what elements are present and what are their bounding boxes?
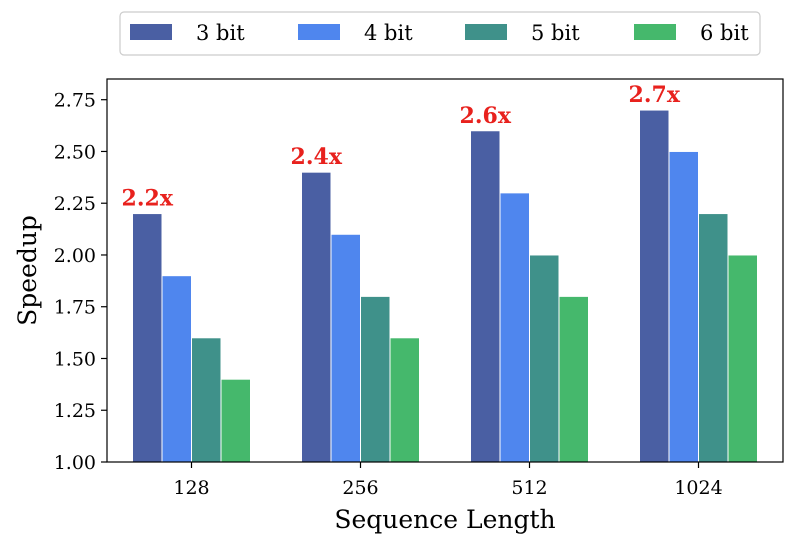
- y-tick-label: 2.75: [54, 90, 96, 112]
- speedup-annotation: 2.6x: [460, 103, 512, 129]
- bar-5-bit-256: [360, 295, 391, 463]
- bar-3-bit-512: [470, 130, 501, 463]
- legend-swatch: [634, 24, 676, 40]
- bar-3-bit-256: [301, 171, 332, 463]
- y-tick-label: 1.25: [54, 400, 96, 422]
- x-axis: 128 256 512 1024: [173, 462, 723, 499]
- speedup-annotation: 2.4x: [291, 144, 343, 170]
- legend-label: 6 bit: [700, 21, 749, 45]
- bar-6-bit-256: [389, 337, 420, 463]
- bar-4-bit-256: [330, 233, 361, 463]
- legend-swatch: [130, 24, 172, 40]
- speedup-annotation: 2.2x: [122, 186, 174, 212]
- bar-4-bit-1024: [668, 150, 699, 463]
- legend-label: 4 bit: [364, 21, 413, 45]
- bar-6-bit-128: [220, 378, 251, 463]
- y-tick-label: 2.50: [54, 141, 96, 163]
- x-tick-label: 512: [511, 477, 547, 499]
- legend-swatch: [465, 24, 507, 40]
- x-tick-label: 1024: [674, 477, 722, 499]
- bar-4-bit-512: [499, 192, 530, 463]
- bar-4-bit-128: [161, 275, 192, 463]
- x-tick-label: 256: [342, 477, 378, 499]
- y-tick-label: 2.00: [54, 245, 96, 267]
- annotations: 2.2x 2.4x 2.6x 2.7x: [122, 82, 681, 212]
- y-tick-label: 1.50: [54, 348, 96, 370]
- legend-label: 5 bit: [531, 21, 580, 45]
- legend: 3 bit 4 bit 5 bit 6 bit: [119, 11, 761, 56]
- plot-frame: [106, 78, 784, 463]
- y-axis-label: Speedup: [13, 215, 42, 326]
- legend-box: [119, 11, 761, 56]
- y-tick-label: 1.00: [54, 452, 96, 474]
- x-axis-label: Sequence Length: [334, 505, 555, 534]
- legend-swatch: [298, 24, 340, 40]
- y-tick-label: 2.25: [54, 193, 96, 215]
- legend-label: 3 bit: [196, 21, 245, 45]
- speedup-annotation: 2.7x: [629, 82, 681, 108]
- x-tick-label: 128: [173, 477, 209, 499]
- bar-5-bit-1024: [698, 213, 729, 463]
- bar-5-bit-512: [529, 254, 560, 463]
- bar-6-bit-1024: [727, 254, 758, 463]
- bar-5-bit-128: [191, 337, 222, 463]
- bar-3-bit-1024: [639, 109, 670, 463]
- bars: [132, 109, 758, 463]
- y-tick-label: 1.75: [54, 297, 96, 319]
- y-axis: 1.00 1.25 1.50 1.75 2.00 2.25 2.50 2.75: [54, 90, 107, 474]
- bar-3-bit-128: [132, 213, 163, 463]
- bar-6-bit-512: [558, 295, 589, 463]
